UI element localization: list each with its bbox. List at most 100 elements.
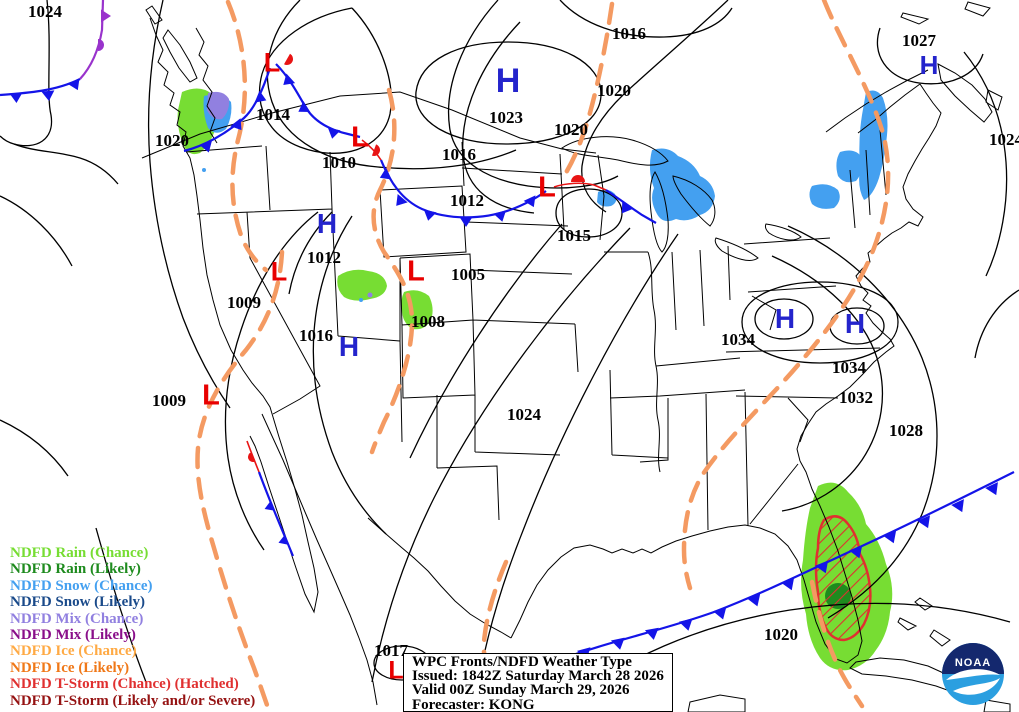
rio-grande-border [367,517,512,639]
pressure-label: 1009 [227,293,261,312]
vancouver-island [162,29,198,83]
low-center: L [538,171,556,204]
precip-snow-dot-wa [202,168,206,172]
noaa-logo-swoosh [953,678,1000,695]
precip-mix-chance-wa [207,91,230,120]
high-center: H [919,50,939,80]
pressure-label: 1008 [411,312,445,331]
gulf-coast [510,460,863,664]
cold-front-wisconsin [605,189,657,224]
issued-time: Issued: 1842Z Saturday March 28 2026 [412,668,664,685]
gulf-of-california-coast [261,413,378,706]
pressure-label: 1024 [989,130,1019,149]
precip-snow-chance-maine [859,90,888,200]
precip-mix-dot-colorado [367,292,373,298]
pressure-label: 1024 [28,2,62,21]
stationary-front-baja-red [246,440,260,473]
pressure-label: 1016 [299,326,333,345]
high-center: H [316,208,338,239]
pressure-label: 1020 [155,131,189,150]
pressure-label: 1027 [902,31,936,50]
warm-front-markers [284,53,380,156]
issuance-box: WPC Fronts/NDFD Weather Type Issued: 184… [403,653,673,712]
pressure-label: 1028 [889,421,923,440]
pressure-label: 1024 [507,405,541,424]
noaa-logo-top-half [942,643,1004,674]
pressure-label: 1005 [451,265,485,284]
precip-snow-chance-adirondacks [809,184,840,209]
pressure-label: 1020 [597,81,631,100]
great-lakes [561,136,802,261]
pressure-label: 1017 [374,641,408,660]
legend-item-tstorm-severe: NDFD T-Storm (Likely and/or Severe) [10,692,256,709]
precip-snow-chance-vermont [836,150,863,183]
cold-front-pacific [0,78,81,97]
low-center: L [270,256,288,287]
us-canada-border [141,91,597,159]
legend-item-rain-likely: NDFD Rain (Likely) [10,561,141,578]
cold-front-marker [264,500,275,511]
fronts [0,0,1015,663]
forecaster-name: Forecaster: KONG [412,696,535,712]
legend-item-tstorm-chance: NDFD T-Storm (Chance) (Hatched) [10,676,239,693]
warm-front-marker [571,175,585,182]
legend-item-ice-chance: NDFD Ice (Chance) [10,643,137,660]
precip-areas [177,88,893,671]
pressure-label: 1012 [307,248,341,267]
pressure-label: 1015 [557,226,591,245]
legend: NDFD Rain (Chance) NDFD Rain (Likely) ND… [10,545,255,709]
cold-front-gulf-atlantic [555,471,1015,663]
low-center: L [388,656,404,685]
pressure-label: 1009 [152,391,186,410]
precip-snow-chance-great-lakes [649,148,715,222]
pressure-label: 1032 [839,388,873,407]
pressure-label: 1020 [764,625,798,644]
legend-item-ice-likely: NDFD Ice (Likely) [10,659,130,676]
cold-front-markers [199,73,536,227]
low-center: L [407,255,425,288]
noaa-logo-text: NOAA [955,657,991,669]
low-center: L [351,121,369,154]
state-border-lines [185,129,887,531]
legend-item-mix-likely: NDFD Mix (Likely) [10,627,136,644]
low-center: L [263,47,281,78]
cold-front-marker [278,534,289,545]
st-lawrence [825,69,929,134]
legend-item-snow-likely: NDFD Snow (Likely) [10,594,146,611]
high-center: H [774,303,796,334]
high-center: H [844,308,866,339]
noaa-logo-bird [946,669,1000,680]
map-title: WPC Fronts/NDFD Weather Type [412,654,632,670]
legend-item-rain-chance: NDFD Rain (Chance) [10,545,149,561]
warm-front-minnesota [553,182,607,191]
low-center: L [202,379,220,412]
precip-rain-chance-colorado [337,269,387,301]
state-borders [185,129,887,531]
cold-front-markers [9,78,80,103]
noaa-logo: NOAA [942,643,1004,705]
pressure-label: 1012 [450,191,484,210]
pressure-label: 1034 [721,330,755,349]
coastlines-and-borders [141,1,1011,712]
bc-islands [145,5,163,25]
precip-snow-dot-colorado [359,298,363,302]
pressure-label: 1014 [256,105,290,124]
occluded-front-markers [98,9,111,51]
cold-front-marker [621,201,633,214]
pacific-coast [149,17,319,614]
nova-scotia [900,1,1003,123]
valid-time: Valid 00Z Sunday March 29, 2026 [412,682,630,699]
legend-item-snow-chance: NDFD Snow (Chance) [10,577,153,594]
pressure-label: 1016 [442,145,476,164]
pressure-label: 1020 [554,120,588,139]
warm-front-stub-montana [361,139,382,161]
high-center: H [495,62,521,100]
pressure-label: 1016 [612,24,646,43]
pressure-label: 1034 [832,358,866,377]
puget-sound [195,27,218,144]
cold-front-idaho [275,63,361,139]
occluded-front-pacific [79,0,105,80]
